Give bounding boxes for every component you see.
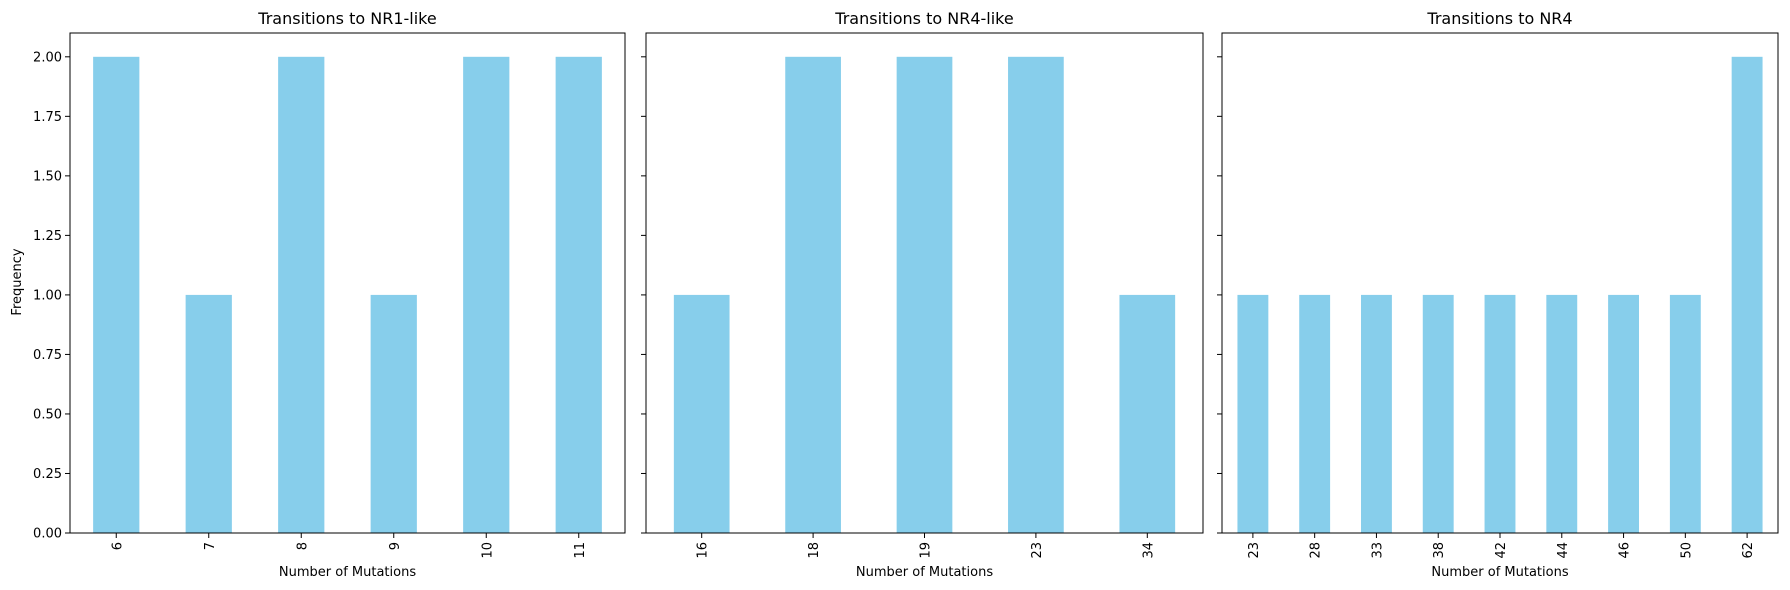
bar: [1299, 294, 1331, 533]
bar: [278, 56, 325, 534]
x-axis-label: Number of Mutations: [1431, 565, 1568, 580]
x-tick-label: 9: [388, 542, 403, 550]
x-tick-label: 62: [1741, 542, 1756, 559]
panel-title: Transitions to NR1-like: [257, 9, 436, 28]
panel-nr4: Transitions to NR4 Number of Mutations 2…: [1217, 9, 1779, 580]
bar-marks: 23 28 33 38 42 44 46 50 62: [1217, 56, 1763, 559]
y-tick-label: 2.00: [33, 50, 62, 65]
bar: [1119, 294, 1176, 533]
y-tick-label: 0.00: [33, 527, 62, 542]
bar: [785, 56, 841, 534]
x-tick-label: 28: [1309, 542, 1324, 559]
plot-frame: [69, 32, 626, 534]
x-tick-label: 18: [807, 542, 822, 559]
x-tick-label: 42: [1494, 542, 1509, 559]
bar: [1361, 294, 1392, 533]
panel-title: Transitions to NR4-like: [834, 9, 1013, 28]
y-tick-label: 1.75: [33, 110, 62, 125]
y-tick-label: 0.25: [33, 467, 62, 482]
x-tick-label: 6: [110, 542, 125, 550]
y-axis-label: Frequency: [10, 248, 25, 315]
bar: [185, 294, 232, 533]
bar: [1484, 294, 1516, 533]
bar: [463, 56, 510, 534]
x-tick-label: 50: [1679, 542, 1694, 559]
bar: [93, 56, 140, 534]
bar: [1237, 294, 1269, 533]
panel-nr4-like: Transitions to NR4-like Number of Mutati…: [641, 9, 1204, 580]
x-tick-label: 44: [1556, 542, 1571, 559]
y-tick-label: 1.25: [33, 229, 62, 244]
x-axis-label: Number of Mutations: [279, 565, 416, 580]
y-tick-label: 0.50: [33, 407, 62, 422]
plot-frame: [645, 32, 1204, 534]
bar: [673, 294, 730, 533]
bar: [1008, 56, 1064, 534]
x-tick-label: 10: [480, 542, 495, 559]
x-tick-label: 23: [1247, 542, 1262, 559]
x-tick-label: 8: [295, 542, 310, 550]
panel-title: Transitions to NR4: [1426, 9, 1572, 28]
y-tick-label: 1.50: [33, 169, 62, 184]
bar: [896, 56, 953, 534]
y-tick-label: 0.75: [33, 348, 62, 363]
x-tick-label: 33: [1370, 542, 1385, 559]
bar: [1422, 294, 1454, 533]
x-axis-label: Number of Mutations: [856, 565, 993, 580]
panel-nr1-like: Transitions to NR1-like Frequency Number…: [10, 9, 626, 580]
bar-marks: 0.00 0.25 0.50 0.75 1.00 1.25 1.50 1.75 2.00 6 7 8 9…: [33, 50, 602, 559]
bar: [1669, 294, 1701, 533]
bar: [555, 56, 602, 534]
x-tick-label: 23: [1030, 542, 1045, 559]
bar-marks: 16 18 19 23 34: [641, 56, 1176, 559]
bar: [1731, 56, 1763, 534]
x-tick-label: 7: [203, 542, 218, 550]
x-tick-label: 34: [1141, 542, 1156, 559]
x-tick-label: 38: [1432, 542, 1447, 559]
x-tick-label: 11: [573, 542, 588, 559]
bar: [370, 294, 417, 533]
x-tick-label: 19: [919, 542, 934, 559]
x-tick-label: 46: [1618, 542, 1633, 559]
bar: [1608, 294, 1639, 533]
bar: [1546, 294, 1578, 533]
plot-frame: [1221, 32, 1779, 534]
x-tick-label: 16: [696, 542, 711, 559]
y-tick-label: 1.00: [33, 288, 62, 303]
